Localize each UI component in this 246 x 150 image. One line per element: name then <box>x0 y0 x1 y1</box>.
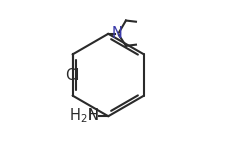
Text: Cl: Cl <box>65 68 80 83</box>
Text: H: H <box>88 108 99 123</box>
Text: N: N <box>112 26 123 41</box>
Text: $\mathrm{H_2N}$: $\mathrm{H_2N}$ <box>69 106 99 125</box>
